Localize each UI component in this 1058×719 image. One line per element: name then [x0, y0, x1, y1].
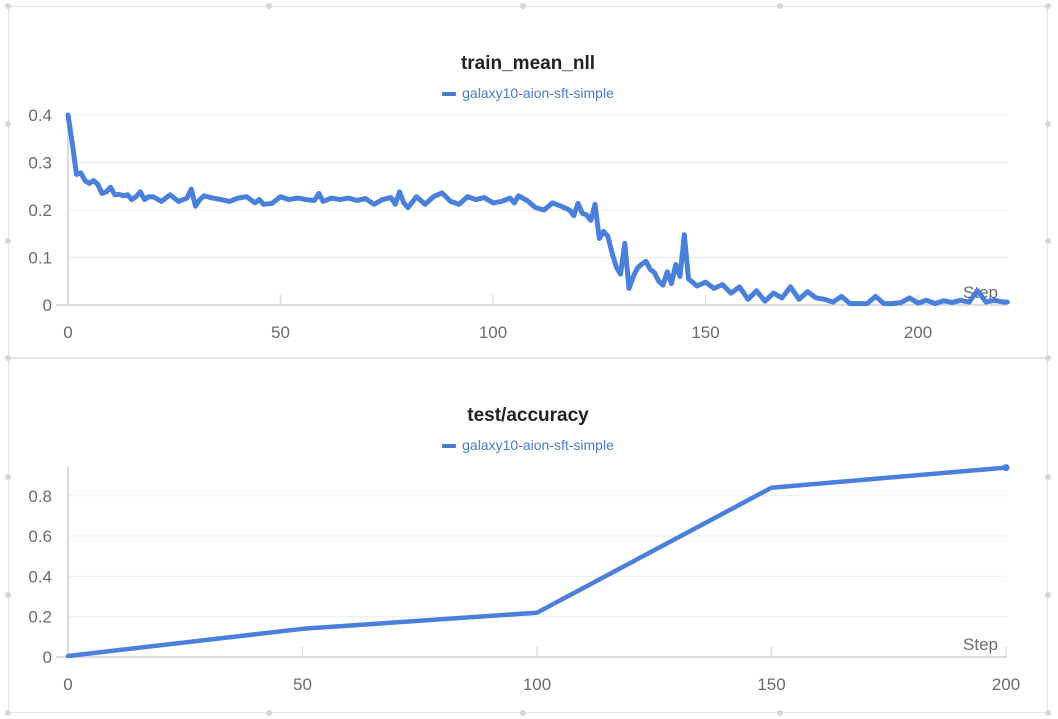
series-line[interactable]: [65, 112, 1010, 307]
resize-handle[interactable]: [266, 3, 272, 9]
resize-handle[interactable]: [1045, 238, 1051, 244]
y-tick-label: 0.2: [28, 608, 52, 627]
chart-title: test/accuracy: [467, 405, 589, 426]
resize-handle[interactable]: [1045, 474, 1051, 480]
x-tick-label: 50: [271, 323, 290, 342]
resize-handle[interactable]: [520, 710, 526, 716]
y-tick-label: 0.8: [28, 487, 52, 506]
resize-handle[interactable]: [266, 710, 272, 716]
resize-handle[interactable]: [5, 355, 11, 361]
plot-area-train-mean-nll[interactable]: 0.40.30.20.10 0 50 100 150 200 Step: [28, 106, 1010, 342]
resize-handle[interactable]: [1045, 710, 1051, 716]
legend-label: galaxy10-aion-sft-simple: [462, 85, 614, 101]
x-tick-label: 150: [757, 675, 785, 694]
chart-title: train_mean_nll: [460, 53, 596, 74]
x-tick-label: 100: [523, 675, 551, 694]
resize-handle[interactable]: [5, 474, 11, 480]
x-tick-label: 150: [691, 323, 719, 342]
plot-area-test-accuracy[interactable]: 0.8 0.6 0.4 0.2 0 0 50 100 150 200 Step: [28, 464, 1020, 694]
resize-handle[interactable]: [5, 710, 11, 716]
series-endpoint-marker[interactable]: [1002, 464, 1010, 472]
chart-panel-train-mean-nll: train_mean_nll galaxy10-aion-sft-simple: [8, 6, 1048, 358]
y-tick-label: 0.2: [28, 201, 52, 220]
y-tick-label: 0.1: [28, 249, 52, 268]
x-tick-label: 200: [992, 675, 1020, 694]
y-tick-label: 0: [43, 648, 52, 667]
y-tick-label: 0.4: [28, 106, 52, 125]
resize-handle[interactable]: [1045, 3, 1051, 9]
resize-handle[interactable]: [777, 710, 783, 716]
x-tick-label: 50: [293, 675, 312, 694]
series-line[interactable]: [65, 465, 1009, 659]
legend-swatch-icon: [442, 444, 457, 449]
resize-handle[interactable]: [5, 3, 11, 9]
y-tick-label: 0.4: [28, 567, 52, 586]
x-tick-label: 0: [63, 675, 72, 694]
legend-swatch-icon: [442, 92, 457, 97]
resize-handle[interactable]: [5, 121, 11, 127]
resize-handle[interactable]: [5, 592, 11, 598]
resize-handle[interactable]: [520, 3, 526, 9]
x-axis-label: Step: [963, 635, 998, 654]
y-tick-label: 0: [43, 296, 52, 315]
resize-handle[interactable]: [5, 238, 11, 244]
y-tick-label: 0.6: [28, 527, 52, 546]
y-tick-label: 0.3: [28, 154, 52, 173]
chart-legend[interactable]: galaxy10-aion-sft-simple: [9, 437, 1047, 453]
resize-handle[interactable]: [1045, 355, 1051, 361]
legend-label: galaxy10-aion-sft-simple: [462, 437, 614, 453]
resize-handle[interactable]: [1045, 592, 1051, 598]
chart-legend[interactable]: galaxy10-aion-sft-simple: [9, 85, 1047, 101]
resize-handle[interactable]: [777, 3, 783, 9]
resize-handle[interactable]: [1045, 121, 1051, 127]
x-tick-label: 100: [479, 323, 507, 342]
x-tick-label: 0: [63, 323, 72, 342]
x-tick-label: 200: [904, 323, 932, 342]
chart-panel-test-accuracy: test/accuracy galaxy10-aion-sft-simple: [8, 358, 1048, 713]
